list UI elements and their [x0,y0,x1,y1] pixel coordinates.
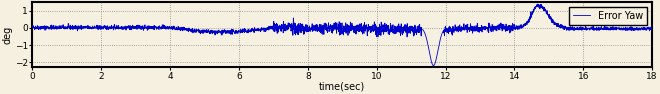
X-axis label: time(sec): time(sec) [319,82,366,92]
Legend: Error Yaw: Error Yaw [569,7,647,25]
Y-axis label: deg: deg [2,26,12,44]
